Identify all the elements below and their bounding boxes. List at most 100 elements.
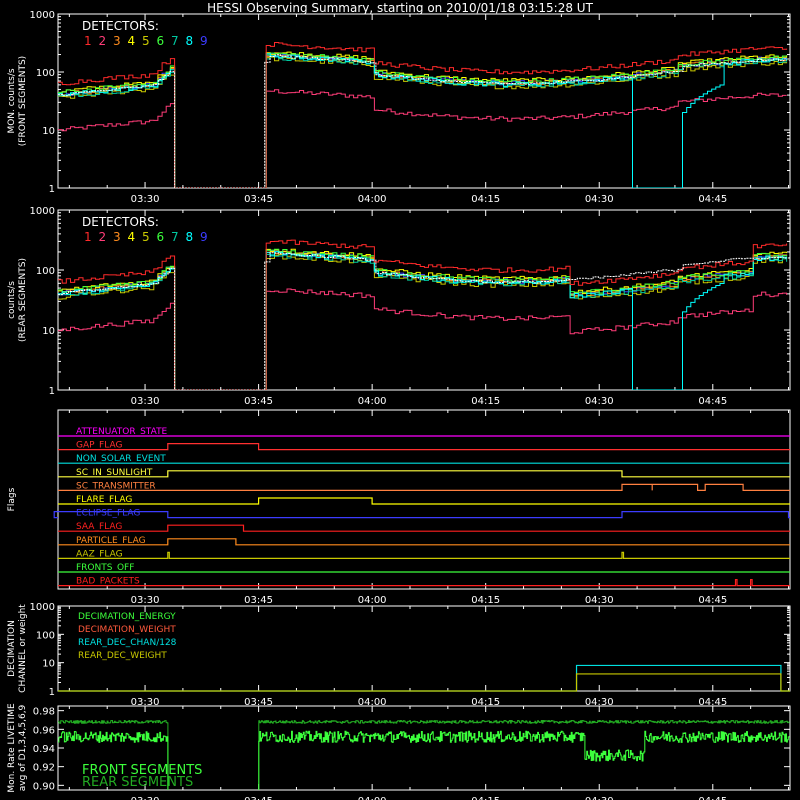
x-tick-label: 04:15	[471, 595, 500, 606]
flag-label-saa_flag: SAA_FLAG	[76, 522, 122, 532]
x-tick-label: 03:30	[131, 194, 160, 205]
panel-0-ylabel: (FRONT SEGMENTS)	[18, 56, 28, 146]
flag-line-sc_in_sunlight	[58, 470, 790, 478]
panel-1-frame	[57, 209, 791, 391]
flag-label-sc_transmitter: SC_TRANSMITTER	[76, 481, 156, 491]
detector-6-label: 6	[157, 34, 165, 48]
detector-8-label: 8	[186, 34, 194, 48]
detector-4-label: 4	[128, 230, 136, 244]
x-tick-label: 03:45	[244, 697, 273, 708]
livetime-ylabel: Mon. Rate LIVETIME	[7, 703, 17, 793]
mean-rate-line	[58, 252, 790, 390]
x-tick-label: 04:30	[585, 595, 614, 606]
flag-line-bad_packets	[58, 579, 790, 587]
x-tick-label: 04:45	[698, 595, 727, 606]
panel-1-ylabel: (REAR SEGMENTS)	[18, 258, 28, 342]
flags-ylabel: Flags	[7, 487, 17, 511]
decimation-legend-1: DECIMATION_WEIGHT	[78, 625, 176, 635]
x-tick-label: 04:00	[358, 595, 387, 606]
flag-line-sc_transmitter	[58, 483, 790, 491]
x-tick-label: 03:45	[244, 396, 273, 407]
panel-0-ylabel: MON. counts/s	[7, 68, 17, 133]
flag-line-flare_flag	[58, 497, 790, 505]
rear-segments-legend: REAR SEGMENTS	[82, 775, 193, 790]
flag-label-gap_flag: GAP_FLAG	[76, 441, 122, 451]
panel-2-frame	[57, 409, 791, 590]
livetime-y-tick-label: 0.92	[33, 763, 55, 774]
detector-1-line	[58, 42, 788, 188]
decimation-ylabel: CHANNEL or weight	[18, 604, 28, 693]
detector-4-label: 4	[128, 34, 136, 48]
detector-6-label: 6	[157, 230, 165, 244]
detector-2-label: 2	[99, 230, 107, 244]
front-segments-line	[58, 730, 790, 790]
detectors-heading: DETECTORS:	[82, 19, 159, 33]
y-tick-label: 1	[49, 687, 55, 698]
x-tick-label: 03:30	[131, 396, 160, 407]
x-tick-label: 04:45	[698, 697, 727, 708]
front-segments-legend: FRONT SEGMENTS	[82, 763, 202, 778]
detector-9-label: 9	[200, 34, 208, 48]
x-tick-label: 04:45	[698, 396, 727, 407]
x-tick-label: 04:00	[358, 796, 387, 800]
detector-7-label: 7	[171, 230, 179, 244]
flag-label-aaz_flag: AAZ_FLAG	[76, 549, 123, 559]
livetime-y-tick-label: 0.90	[33, 781, 55, 792]
flag-line-aaz_flag	[58, 551, 790, 559]
y-tick-label: 1	[49, 184, 55, 195]
flag-label-attenuator_state: ATTENUATOR_STATE	[76, 427, 168, 437]
y-tick-label: 1	[49, 386, 55, 397]
mean-rate-line	[58, 54, 790, 188]
detector-1-label: 1	[84, 230, 92, 244]
x-tick-label: 04:00	[358, 697, 387, 708]
detector-5-label: 5	[142, 230, 150, 244]
y-tick-label: 1000	[30, 602, 55, 613]
x-tick-label: 04:15	[471, 396, 500, 407]
flag-label-sc_in_sunlight: SC_IN_SUNLIGHT	[76, 468, 153, 478]
detector-5-label: 5	[142, 34, 150, 48]
x-tick-label: 04:15	[471, 697, 500, 708]
livetime-ylabel: avg of D1,3,4,5,6,9	[18, 704, 28, 791]
decimation-legend-0: DECIMATION_ENERGY	[78, 612, 176, 622]
rear-dec-chan-line	[58, 664, 790, 692]
detector-6-line	[58, 248, 788, 390]
detector-9-label: 9	[200, 230, 208, 244]
detectors-heading: DETECTORS:	[82, 215, 159, 229]
y-tick-label: 100	[36, 266, 55, 277]
x-tick-label: 03:45	[244, 595, 273, 606]
detector-2-label: 2	[99, 34, 107, 48]
livetime-y-tick-label: 0.96	[33, 725, 55, 736]
y-tick-label: 1000	[30, 10, 55, 21]
y-tick-label: 100	[36, 68, 55, 79]
main-title: HESSI Observing Summary, starting on 201…	[207, 1, 593, 15]
flag-label-bad_packets: BAD_PACKETS	[76, 577, 140, 587]
x-tick-label: 03:30	[131, 595, 160, 606]
livetime-y-tick-label: 0.98	[33, 707, 55, 718]
x-tick-label: 03:45	[244, 796, 273, 800]
decimation-legend-3: REAR_DEC_WEIGHT	[78, 651, 167, 661]
flag-line-saa_flag	[58, 524, 790, 532]
detector-5-line	[58, 254, 787, 390]
x-tick-label: 04:30	[585, 796, 614, 800]
flag-line-gap_flag	[58, 443, 790, 451]
y-tick-label: 10	[42, 326, 55, 337]
decimation-ylabel: DECIMATION	[7, 620, 17, 677]
y-tick-label: 100	[36, 630, 55, 641]
panel-1-ylabel: counts/s	[7, 281, 17, 319]
x-tick-label: 04:45	[698, 194, 727, 205]
detector-2-line	[58, 89, 787, 188]
livetime-y-tick-label: 0.94	[33, 744, 55, 755]
x-tick-label: 04:15	[471, 796, 500, 800]
x-tick-label: 03:30	[131, 796, 160, 800]
detector-3-label: 3	[113, 34, 121, 48]
x-tick-label: 04:30	[585, 194, 614, 205]
detector-1-label: 1	[84, 34, 92, 48]
x-tick-label: 04:00	[358, 396, 387, 407]
rear-segments-line	[58, 720, 790, 790]
panel-0-frame	[57, 13, 791, 189]
y-tick-label: 10	[42, 659, 55, 670]
x-tick-label: 04:30	[585, 396, 614, 407]
flag-label-fronts_off: FRONTS_OFF	[76, 563, 134, 573]
panel-0-series	[58, 42, 790, 188]
